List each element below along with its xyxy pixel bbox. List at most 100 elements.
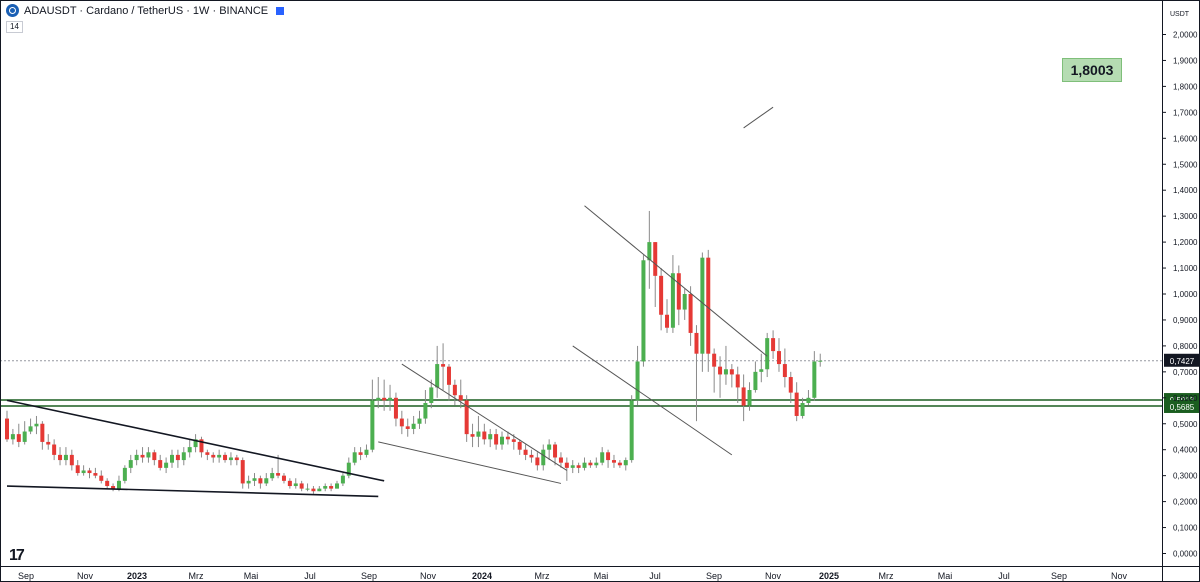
candle-body: [364, 449, 369, 455]
candle: [535, 452, 540, 471]
flag-icon[interactable]: [276, 6, 285, 15]
candle-body: [240, 460, 245, 484]
candle-body: [464, 400, 469, 435]
candle: [788, 371, 793, 403]
price-tick-label: 1,9000: [1173, 56, 1198, 65]
candle: [441, 343, 446, 391]
candle-body: [482, 431, 487, 440]
zone-lower-price-box: [1164, 399, 1200, 413]
candle-body: [641, 260, 646, 362]
candle-body: [293, 483, 298, 487]
candle: [735, 366, 740, 403]
candle: [382, 379, 387, 411]
candle: [187, 439, 192, 458]
candle-body: [335, 483, 340, 489]
candle: [69, 449, 74, 471]
current-price-box: [1164, 353, 1200, 367]
candle-body: [34, 423, 39, 427]
candle: [800, 397, 805, 419]
candle: [776, 338, 781, 372]
candle: [712, 348, 717, 393]
tradingview-logo-icon[interactable]: 17: [9, 547, 25, 564]
candle-body: [193, 439, 198, 448]
candle: [794, 382, 799, 422]
time-axis-label: Sep: [361, 571, 377, 581]
candle-body: [441, 364, 446, 367]
price-tick-label: 1,5000: [1173, 160, 1198, 169]
time-axis-label: Nov: [420, 571, 437, 581]
candle-body: [287, 480, 292, 487]
price-tick-label: 1,6000: [1173, 134, 1198, 143]
candle: [170, 449, 175, 468]
candle-body: [399, 418, 404, 427]
candle-body: [270, 473, 275, 479]
candle: [140, 447, 145, 463]
time-axis-label: Mai: [594, 571, 609, 581]
candle: [228, 452, 233, 466]
price-tick-label: 1,8000: [1173, 82, 1198, 91]
candle: [458, 379, 463, 409]
candle-body: [217, 454, 222, 458]
candle-body: [488, 434, 493, 440]
candle: [553, 441, 558, 466]
candle-body: [812, 361, 817, 398]
candle: [99, 470, 104, 484]
candle: [28, 418, 33, 435]
candle: [58, 447, 63, 466]
candle-body: [547, 444, 552, 450]
time-axis-label: 2024: [472, 571, 492, 581]
candle-body: [417, 418, 422, 424]
indicator-badge[interactable]: 14: [6, 21, 23, 33]
candle: [10, 428, 15, 445]
candle: [81, 465, 86, 476]
candle: [488, 428, 493, 448]
candle: [388, 384, 393, 411]
candle: [464, 395, 469, 442]
candle-body: [623, 460, 628, 466]
candle-body: [10, 434, 15, 440]
candle: [152, 449, 157, 466]
candle: [158, 454, 163, 471]
candle-body: [75, 465, 80, 474]
trendline: [743, 106, 774, 129]
candle: [417, 410, 422, 429]
candle-body: [782, 364, 787, 378]
time-axis-label: 2023: [127, 571, 147, 581]
candle: [258, 475, 263, 489]
candle-body: [588, 462, 593, 466]
price-tick-label: 1,0000: [1173, 290, 1198, 299]
candle: [812, 351, 817, 401]
candle: [747, 382, 752, 411]
candle: [40, 421, 45, 450]
candles: [5, 210, 823, 494]
candle: [723, 345, 728, 385]
candle: [753, 361, 758, 393]
candle: [75, 460, 80, 476]
candle: [570, 460, 575, 474]
candle-body: [105, 480, 110, 487]
candle: [335, 480, 340, 489]
candle-body: [352, 452, 357, 463]
candle-body: [659, 275, 664, 315]
candle-body: [635, 361, 640, 401]
candle-body: [570, 465, 575, 468]
candle: [623, 457, 628, 471]
candle-body: [682, 294, 687, 310]
current-price-label: 0,7427: [1170, 357, 1195, 366]
candle-body: [564, 462, 569, 468]
time-axis-label: Sep: [18, 571, 34, 581]
candle-body: [411, 423, 416, 429]
target-price-label: 1,8003: [1062, 58, 1122, 82]
candle-body: [759, 369, 764, 372]
candle-body: [729, 369, 734, 375]
candle-body: [164, 462, 169, 468]
candle: [482, 423, 487, 445]
candle-body: [128, 460, 133, 468]
candle-body: [370, 400, 375, 450]
candle-body: [611, 460, 616, 463]
candle-body: [46, 441, 51, 445]
candle-body: [358, 452, 363, 455]
candle-body: [718, 366, 723, 375]
symbol-title[interactable]: ADAUSDT · Cardano / TetherUS · 1W · BINA…: [24, 4, 269, 17]
